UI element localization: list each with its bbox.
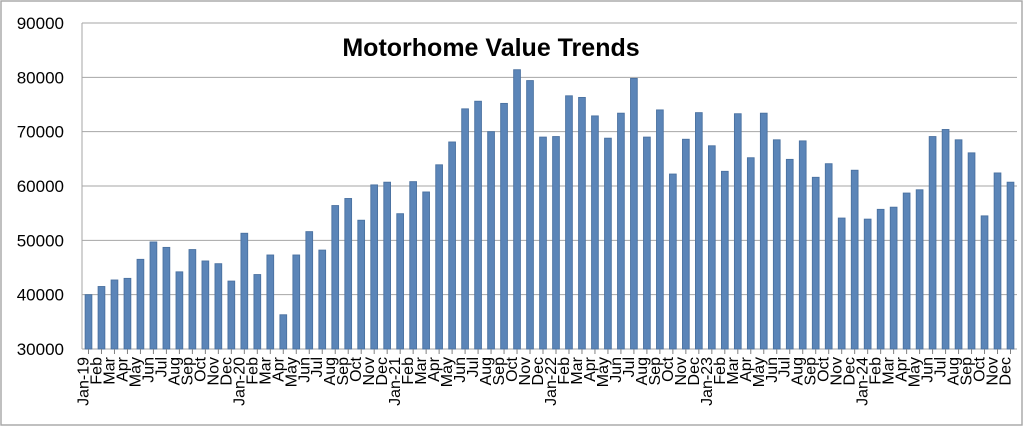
svg-text:40000: 40000 <box>17 286 64 305</box>
svg-text:30000: 30000 <box>17 340 64 359</box>
svg-text:Motorhome Value Trends: Motorhome Value Trends <box>342 34 639 62</box>
svg-text:50000: 50000 <box>17 231 64 250</box>
svg-text:90000: 90000 <box>17 14 64 33</box>
svg-text:70000: 70000 <box>17 123 64 142</box>
svg-text:Dec: Dec <box>998 357 1015 385</box>
svg-text:60000: 60000 <box>17 177 64 196</box>
svg-text:80000: 80000 <box>17 68 64 87</box>
